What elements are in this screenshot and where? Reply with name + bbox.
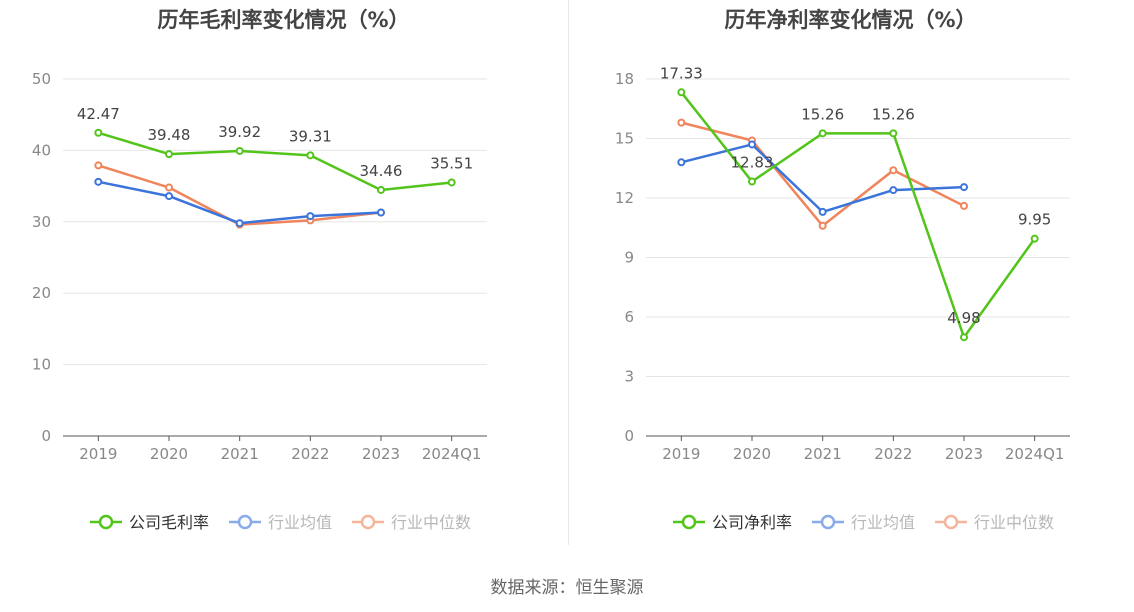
- data-point: [235, 146, 244, 155]
- data-point: [960, 333, 968, 342]
- data-point: [165, 192, 173, 201]
- y-tick-label: 40: [32, 141, 51, 159]
- legend-marker: [360, 514, 376, 530]
- x-tick-label: 2023: [945, 445, 983, 463]
- data-label: 35.51: [430, 154, 473, 172]
- legend-marker: [681, 514, 697, 530]
- y-tick-label: 0: [41, 427, 51, 445]
- data-point: [377, 185, 385, 194]
- gross-margin-chart: 0 10 20 30 40 50 2019 2020 2021 2022 2023 2024Q1 42.…: [32, 70, 487, 532]
- data-label: 17.33: [660, 64, 703, 82]
- legend-label: 行业均值: [268, 513, 332, 532]
- data-point: [818, 207, 827, 216]
- y-tick-label: 10: [32, 356, 51, 374]
- x-tick-label: 2024Q1: [1005, 445, 1065, 463]
- data-label: 9.95: [1018, 211, 1051, 229]
- data-point: [889, 166, 898, 175]
- legend-label: 行业均值: [851, 513, 915, 532]
- y-tick-label: 12: [615, 189, 634, 207]
- data-label: 15.26: [801, 105, 844, 123]
- data-point: [377, 208, 385, 217]
- data-point: [818, 129, 827, 138]
- legend-label: 公司净利率: [712, 513, 792, 532]
- legend-item: 公司净利率: [673, 513, 792, 532]
- data-point: [447, 178, 456, 187]
- data-point: [960, 183, 968, 192]
- series-line: [97, 131, 452, 192]
- legend-marker: [943, 514, 959, 530]
- data-point: [1030, 234, 1039, 243]
- legend-item: 行业均值: [229, 513, 332, 532]
- data-point: [94, 161, 103, 170]
- x-tick-label: 2019: [662, 445, 700, 463]
- data-point: [306, 151, 315, 160]
- data-label: 39.31: [289, 127, 332, 145]
- x-tick-label: 2023: [362, 445, 400, 463]
- legend-label: 行业中位数: [391, 513, 471, 532]
- data-point: [306, 212, 315, 221]
- gross-margin-chart-panel: 历年毛利率变化情况（%） 0 10 20 30 40 50 2019 2020 2021 2022…: [0, 0, 567, 560]
- x-tick-label: 2022: [874, 445, 912, 463]
- data-point: [677, 158, 686, 167]
- y-tick-label: 6: [624, 308, 634, 326]
- data-point: [165, 150, 173, 159]
- data-point: [748, 177, 756, 186]
- data-point: [960, 201, 968, 210]
- chart-title: 历年毛利率变化情况（%）: [157, 8, 410, 32]
- y-tick-label: 3: [624, 368, 634, 386]
- net-margin-chart-panel: 历年净利率变化情况（%） 0 3 6 9 12 15 18 2019 2020 2021 2022 2…: [567, 0, 1134, 560]
- legend-item: 行业中位数: [352, 513, 471, 532]
- data-label: 39.48: [148, 126, 191, 144]
- y-tick-label: 30: [32, 213, 51, 231]
- data-label: 15.26: [872, 105, 915, 123]
- y-tick-label: 20: [32, 284, 51, 302]
- data-label: 12.83: [731, 154, 774, 172]
- y-tick-label: 9: [624, 249, 634, 267]
- y-tick-label: 18: [615, 70, 634, 88]
- net-margin-chart: 0 3 6 9 12 15 18 2019 2020 2021 2022 2023 2024Q1 17.3…: [615, 64, 1070, 532]
- data-point: [889, 186, 898, 195]
- data-point: [818, 221, 827, 230]
- series-line: [681, 143, 965, 214]
- data-label: 42.47: [77, 105, 120, 123]
- x-tick-label: 2021: [804, 445, 842, 463]
- data-point: [165, 183, 173, 192]
- legend-label: 行业中位数: [974, 513, 1054, 532]
- series-line: [680, 91, 1036, 339]
- x-tick-label: 2020: [733, 445, 771, 463]
- data-point: [677, 88, 686, 97]
- y-tick-label: 15: [615, 130, 634, 148]
- legend-marker: [98, 514, 114, 530]
- x-tick-label: 2024Q1: [422, 445, 482, 463]
- legend-marker: [820, 514, 836, 530]
- x-tick-label: 2021: [221, 445, 259, 463]
- data-point: [94, 177, 103, 186]
- data-point: [677, 118, 686, 127]
- data-point: [94, 128, 103, 137]
- legend-label: 公司毛利率: [129, 513, 209, 532]
- data-label: 4.98: [947, 309, 980, 327]
- legend-marker: [237, 514, 253, 530]
- data-point: [748, 140, 756, 149]
- legend-item: 公司毛利率: [90, 513, 209, 532]
- x-tick-label: 2020: [150, 445, 188, 463]
- x-tick-label: 2019: [79, 445, 117, 463]
- data-label: 39.92: [218, 123, 261, 141]
- legend-item: 行业均值: [812, 513, 915, 532]
- data-source-label: 数据来源：恒生聚源: [490, 578, 644, 598]
- data-label: 34.46: [360, 162, 403, 180]
- panel-divider: [568, 0, 569, 545]
- y-tick-label: 0: [624, 427, 634, 445]
- legend-item: 行业中位数: [935, 513, 1054, 532]
- data-point: [889, 129, 898, 138]
- y-tick-label: 50: [32, 70, 51, 88]
- data-point: [235, 219, 244, 228]
- chart-title: 历年净利率变化情况（%）: [724, 8, 977, 32]
- x-tick-label: 2022: [291, 445, 329, 463]
